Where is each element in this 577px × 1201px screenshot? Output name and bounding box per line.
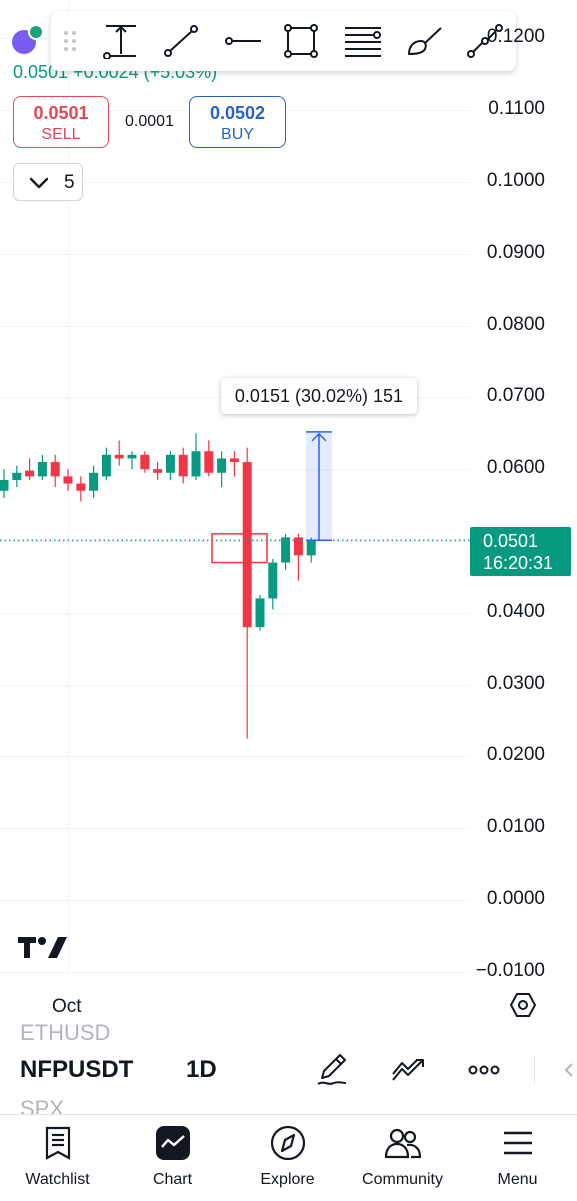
price-chart[interactable] — [0, 0, 577, 1000]
candle-body — [37, 462, 47, 477]
drag-handle-icon[interactable] — [57, 23, 83, 59]
candle-body — [12, 472, 22, 480]
sell-label: SELL — [41, 126, 81, 143]
drawing-toolbar — [51, 11, 516, 71]
sell-price: 0.0501 — [33, 103, 89, 123]
exchange-badge-icon — [28, 24, 44, 40]
rectangle-drawing — [211, 533, 268, 564]
candle-body — [306, 540, 316, 556]
chart-canvas[interactable] — [0, 0, 577, 1000]
nav-explore[interactable]: Explore — [230, 1115, 345, 1201]
nav-label: Explore — [260, 1171, 315, 1188]
more-icon[interactable] — [466, 1052, 502, 1088]
price-axis-label: 0.0100 — [486, 816, 545, 838]
candle-body — [165, 454, 175, 473]
buy-label: BUY — [221, 126, 254, 143]
candle-body — [127, 454, 137, 459]
last-price-value: 0.0501 — [483, 531, 539, 551]
price-axis-label: 0.0000 — [486, 888, 545, 909]
time-axis-label: Oct — [52, 996, 82, 1017]
compass-icon — [270, 1125, 305, 1161]
chevron-left-icon[interactable] — [562, 1062, 576, 1078]
buy-price: 0.0502 — [209, 103, 266, 123]
chevron-down-icon — [29, 177, 49, 189]
chart-settings-icon[interactable] — [509, 990, 537, 1020]
price-axis-label: 0.1200 — [486, 26, 545, 48]
price-axis-label: 0.0700 — [486, 385, 545, 407]
price-axis-label: 0.1100 — [488, 98, 545, 120]
tradingview-logo — [18, 937, 67, 958]
candle-body — [255, 598, 265, 628]
nav-label: Menu — [497, 1171, 538, 1188]
path-icon[interactable] — [465, 23, 505, 59]
candle-body — [76, 483, 86, 491]
interval-button[interactable]: 1D — [186, 1056, 217, 1083]
price-axis-label: 0.0400 — [486, 600, 545, 622]
candle-body — [25, 470, 35, 477]
indicators-count: 5 — [64, 172, 75, 193]
candle-body — [268, 562, 278, 599]
pencil-icon[interactable] — [314, 1052, 350, 1088]
price-axis-label: −0.0100 — [475, 959, 545, 981]
chart-icon — [155, 1126, 190, 1160]
indicators-toggle[interactable]: 5 — [13, 163, 83, 201]
price-range-icon[interactable] — [101, 23, 141, 59]
spread-value: 0.0001 — [125, 113, 174, 130]
candle-body — [242, 462, 252, 628]
candle-body — [63, 476, 73, 484]
candle-body — [229, 458, 239, 463]
candle-body — [204, 451, 214, 473]
measure-tooltip: 0.0151 (30.02%) 151 — [221, 378, 417, 414]
parallel-lines-icon[interactable] — [343, 23, 383, 59]
trend-line-icon[interactable] — [161, 23, 201, 59]
candle-body — [114, 454, 124, 459]
candle-body — [0, 479, 9, 491]
compare-icon[interactable] — [390, 1052, 426, 1088]
measure-arrow-head — [311, 432, 327, 442]
rectangle-icon[interactable] — [281, 23, 321, 59]
symbol-bar: ETHUSD NFPUSDT 1D SPX — [0, 1020, 577, 1121]
bottom-navigation: Watchlist Chart Explore Community Menu — [0, 1114, 577, 1201]
watchlist-icon — [45, 1126, 70, 1160]
price-axis-label: 0.1000 — [486, 170, 545, 191]
last-price-badge: 0.0501 16:20:31 — [470, 527, 571, 576]
nav-chart[interactable]: Chart — [115, 1115, 230, 1201]
candle-body — [191, 451, 201, 477]
candle-body — [281, 537, 291, 563]
candle-body — [101, 454, 111, 477]
candle-body — [153, 469, 163, 473]
candle-body — [217, 458, 227, 473]
price-axis-label: 0.0300 — [486, 672, 545, 694]
nav-menu[interactable]: Menu — [460, 1115, 575, 1201]
nav-watchlist[interactable]: Watchlist — [0, 1115, 115, 1201]
price-axis-label: 0.0600 — [486, 457, 545, 479]
price-axis-label: 0.0200 — [486, 744, 545, 766]
bar-countdown: 16:20:31 — [483, 553, 554, 573]
nav-label: Community — [362, 1171, 443, 1188]
candle-body — [89, 472, 99, 491]
nav-community[interactable]: Community — [345, 1115, 460, 1201]
community-icon — [384, 1128, 421, 1159]
nav-label: Chart — [152, 1171, 193, 1188]
horizontal-ray-icon[interactable] — [223, 23, 263, 59]
sell-button[interactable]: 0.0501 SELL — [13, 96, 109, 148]
candle-body — [178, 454, 188, 477]
menu-icon — [503, 1131, 532, 1155]
divider — [534, 1056, 535, 1084]
nav-label: Watchlist — [25, 1171, 90, 1188]
brush-icon[interactable] — [405, 23, 445, 59]
price-axis-label: 0.0900 — [486, 241, 545, 263]
candle-body — [50, 462, 60, 477]
candle-body — [140, 454, 150, 470]
symbol-name-button[interactable]: NFPUSDT — [20, 1056, 134, 1083]
candle-body — [293, 537, 303, 556]
buy-button[interactable]: 0.0502 BUY — [189, 96, 286, 148]
symbol-ghost-above: ETHUSD — [20, 1020, 111, 1045]
price-axis-label: 0.0800 — [486, 313, 545, 335]
